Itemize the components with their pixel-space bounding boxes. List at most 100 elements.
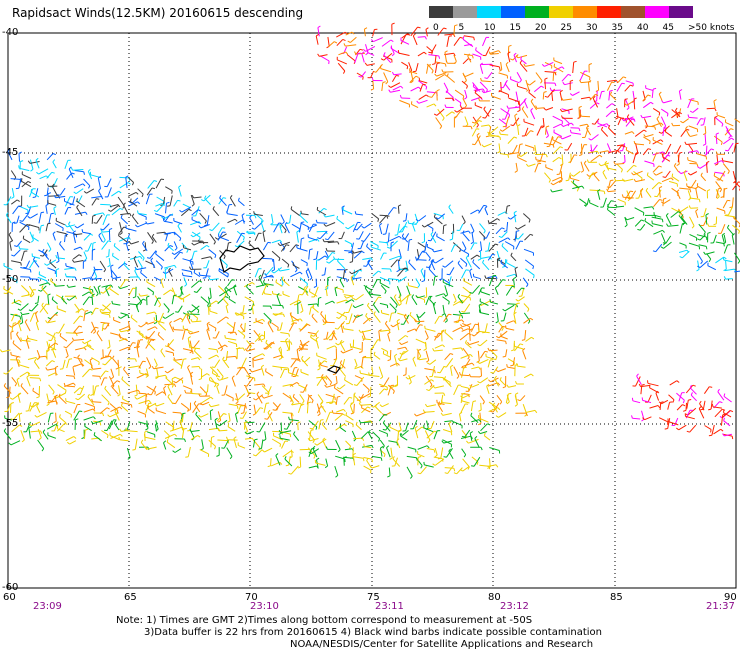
wind-barb bbox=[29, 159, 34, 170]
wind-barb bbox=[297, 286, 308, 293]
wind-barb bbox=[334, 465, 339, 476]
wind-barb bbox=[534, 144, 537, 153]
wind-barb-flag bbox=[257, 333, 261, 337]
wind-barb bbox=[679, 223, 683, 234]
wind-barb-flag bbox=[174, 433, 178, 437]
wind-barb-flag bbox=[654, 126, 657, 130]
wind-barb-flag bbox=[27, 372, 30, 376]
wind-barb bbox=[279, 222, 287, 231]
wind-barb-flag bbox=[73, 330, 77, 334]
wind-barb bbox=[165, 377, 174, 386]
wind-barb bbox=[676, 404, 683, 411]
pass-time-label: 23:10 bbox=[250, 601, 279, 612]
wind-barb bbox=[705, 145, 708, 155]
wind-barb bbox=[64, 235, 66, 243]
wind-barb-flag bbox=[525, 284, 529, 288]
wind-barb bbox=[242, 411, 247, 419]
wind-barb bbox=[142, 243, 148, 252]
wind-barb bbox=[129, 255, 141, 260]
wind-barb-flag bbox=[679, 151, 683, 154]
wind-barb-flag bbox=[428, 96, 432, 98]
wind-barb-flag bbox=[251, 282, 255, 285]
wind-barb bbox=[236, 312, 247, 316]
wind-barb-flag bbox=[596, 102, 600, 105]
wind-barb bbox=[355, 314, 363, 319]
wind-barb bbox=[562, 98, 572, 101]
wind-barb-flag bbox=[267, 465, 271, 468]
wind-barb bbox=[306, 402, 309, 414]
wind-barb-flag bbox=[699, 400, 702, 404]
wind-barb bbox=[348, 313, 353, 324]
wind-barb bbox=[97, 177, 101, 189]
wind-barb-flag bbox=[343, 423, 347, 427]
wind-barb bbox=[174, 248, 184, 256]
wind-barb bbox=[82, 287, 93, 291]
wind-barb bbox=[665, 131, 673, 137]
wind-barb-flag bbox=[730, 128, 734, 131]
wind-barb bbox=[370, 71, 374, 79]
wind-barb-flag bbox=[218, 419, 221, 423]
wind-barb-flag bbox=[370, 39, 374, 42]
wind-barb bbox=[597, 190, 601, 200]
wind-barb bbox=[667, 418, 671, 429]
wind-barb-flag bbox=[659, 199, 663, 201]
wind-barb-flag bbox=[367, 406, 371, 409]
wind-barb-flag bbox=[364, 27, 368, 30]
wind-barb bbox=[416, 259, 427, 261]
wind-barb-flag bbox=[430, 259, 434, 262]
wind-barb-flag bbox=[177, 295, 182, 298]
wind-barb-flag bbox=[316, 258, 320, 261]
wind-barb-flag bbox=[471, 362, 475, 366]
wind-barb-flag bbox=[169, 320, 172, 324]
wind-barb bbox=[578, 107, 580, 119]
wind-barb-flag bbox=[394, 310, 397, 314]
wind-barb-flag bbox=[288, 333, 290, 337]
wind-barb bbox=[228, 403, 238, 407]
wind-barb-flag bbox=[127, 457, 131, 460]
wind-barb bbox=[380, 284, 387, 292]
wind-barb bbox=[369, 386, 372, 397]
wind-barb-flag bbox=[588, 63, 592, 66]
wind-barb-flag bbox=[526, 89, 530, 92]
wind-barb-flag bbox=[315, 219, 318, 223]
wind-barb-flag bbox=[363, 265, 367, 267]
wind-barb-flag bbox=[167, 309, 170, 313]
wind-barb-flag bbox=[262, 353, 266, 357]
wind-barb-flag bbox=[727, 170, 730, 174]
wind-barb-flag bbox=[721, 157, 724, 161]
wind-barb bbox=[75, 331, 83, 334]
wind-barb-flag bbox=[388, 85, 392, 88]
wind-barb bbox=[216, 368, 224, 377]
wind-barb bbox=[109, 204, 119, 208]
wind-barb bbox=[82, 277, 90, 280]
wind-barb bbox=[299, 323, 308, 332]
wind-barb bbox=[419, 80, 428, 84]
wind-barb bbox=[254, 383, 264, 386]
wind-barb-flag bbox=[368, 429, 371, 433]
wind-barb bbox=[353, 437, 363, 440]
wind-barb-flag bbox=[155, 376, 159, 380]
wind-barb bbox=[275, 403, 281, 411]
wind-barb bbox=[345, 299, 353, 304]
wind-barb bbox=[206, 323, 210, 332]
wind-barb-flag bbox=[138, 324, 142, 328]
wind-barb-flag bbox=[73, 436, 77, 439]
wind-barb bbox=[725, 278, 733, 280]
wind-barb bbox=[17, 321, 22, 332]
wind-barb bbox=[20, 206, 29, 211]
wind-barb-flag bbox=[519, 79, 522, 83]
wind-barb bbox=[426, 65, 429, 74]
wind-barb bbox=[110, 406, 120, 413]
wind-barb bbox=[101, 394, 110, 403]
wind-barb-flag bbox=[596, 150, 600, 155]
wind-barb bbox=[353, 456, 364, 459]
wind-barb bbox=[128, 365, 140, 369]
wind-barb-flag bbox=[144, 430, 148, 433]
wind-barb-flag bbox=[647, 94, 651, 97]
wind-barb bbox=[290, 465, 299, 475]
wind-barb bbox=[389, 255, 400, 261]
wind-barb-flag bbox=[714, 115, 718, 118]
wind-barb-flag bbox=[118, 328, 122, 333]
wind-barb-flag bbox=[369, 317, 373, 321]
wind-barb bbox=[173, 317, 181, 323]
